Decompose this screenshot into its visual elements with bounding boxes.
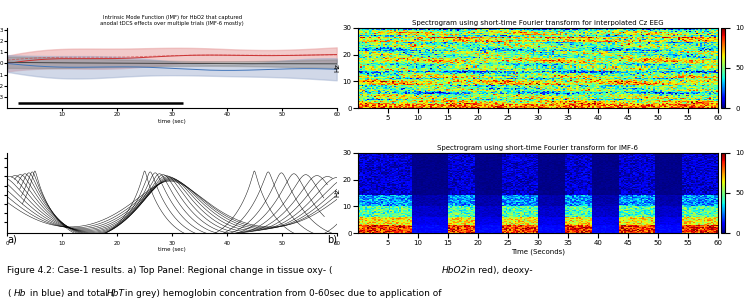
Title: Spectrogram using short-time Fourier transform for interpolated Cz EEG: Spectrogram using short-time Fourier tra… — [412, 20, 664, 26]
Text: a): a) — [7, 235, 17, 245]
Text: Hb: Hb — [14, 289, 27, 297]
Text: (: ( — [7, 289, 11, 297]
X-axis label: time (sec): time (sec) — [158, 119, 186, 124]
Text: b): b) — [327, 235, 337, 245]
Text: HbT: HbT — [106, 289, 124, 297]
Title: Intrinsic Mode Function (IMF) for HbO2 that captured
anodal tDCS effects over mu: Intrinsic Mode Function (IMF) for HbO2 t… — [100, 15, 244, 26]
X-axis label: time (sec): time (sec) — [158, 247, 186, 252]
X-axis label: Time (Seconds): Time (Seconds) — [511, 248, 565, 255]
Text: Figure 4.2: Case-1 results. a) Top Panel: Regional change in tissue oxy- (: Figure 4.2: Case-1 results. a) Top Panel… — [7, 266, 333, 274]
Text: HbO2: HbO2 — [442, 266, 467, 274]
Y-axis label: Hz: Hz — [334, 188, 340, 197]
Text: in blue) and total (: in blue) and total ( — [27, 289, 114, 297]
Text: in red), deoxy-: in red), deoxy- — [464, 266, 533, 274]
Y-axis label: Hz: Hz — [334, 64, 340, 72]
Title: Spectrogram using short-time Fourier transform for IMF-6: Spectrogram using short-time Fourier tra… — [437, 145, 638, 151]
Text: in grey) hemoglobin concentration from 0-60sec due to application of: in grey) hemoglobin concentration from 0… — [122, 289, 441, 297]
